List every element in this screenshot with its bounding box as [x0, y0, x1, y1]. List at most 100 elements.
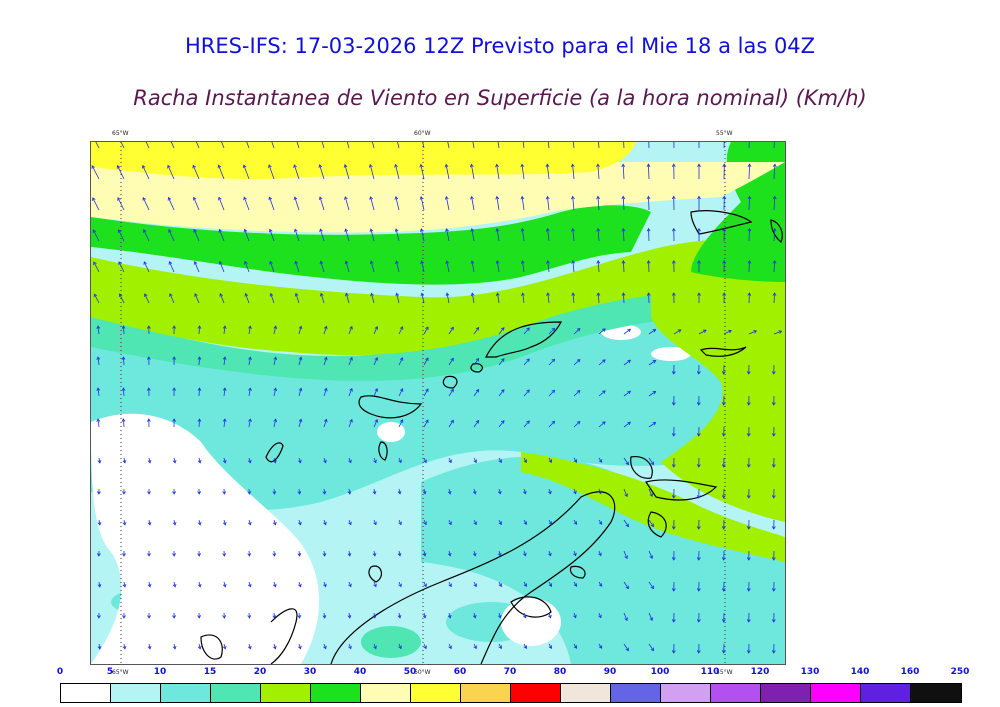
wind-arrow [548, 550, 552, 556]
wind-arrow [118, 229, 125, 242]
wind-arrow [773, 228, 776, 242]
legend-tick-label: 70 [503, 667, 517, 677]
wind-arrow-head [397, 614, 402, 619]
wind-arrow-head [747, 227, 752, 232]
wind-arrow [373, 581, 377, 587]
wind-arrow-head [247, 553, 252, 557]
wind-arrow [198, 581, 201, 587]
wind-arrow [373, 457, 377, 463]
wind-arrow [198, 418, 200, 428]
wind-arrow [270, 293, 275, 304]
wind-arrow-head [495, 260, 500, 264]
wind-arrow-head [721, 588, 726, 592]
wind-arrow [623, 550, 628, 559]
wind-gust-map [90, 141, 786, 665]
wind-arrow-head [671, 195, 676, 200]
wind-arrow-head [696, 371, 701, 375]
wind-arrow-head [523, 552, 527, 557]
wind-arrow [273, 612, 275, 619]
wind-arrow-head [172, 583, 177, 588]
wind-arrow [623, 488, 628, 497]
wind-arrow [623, 612, 628, 621]
wind-arrow-head [168, 261, 173, 265]
wind-arrow-head [348, 521, 352, 526]
field-lime-tongue [521, 452, 785, 562]
wind-arrow [373, 488, 376, 494]
wind-arrow-head [146, 356, 151, 360]
wind-arrow-head [394, 228, 399, 232]
wind-arrow [373, 326, 378, 335]
wind-arrow [548, 643, 552, 649]
field-lime-east [651, 255, 785, 522]
wind-arrow-head [298, 521, 302, 526]
wind-arrow-head [445, 292, 450, 297]
wind-arrow-head [697, 163, 701, 167]
wind-arrow [547, 228, 550, 242]
wind-arrow-head [545, 163, 550, 168]
wind-arrow [198, 325, 200, 335]
wind-arrow [448, 581, 452, 587]
wind-arrow-head [172, 521, 177, 526]
wind-arrow-head [721, 433, 726, 437]
wind-arrow [397, 142, 400, 149]
wind-arrow-head [423, 459, 427, 464]
wind-arrow [298, 388, 302, 397]
wind-arrow [271, 142, 275, 149]
wind-arrow [622, 196, 625, 211]
wind-arrow-head [551, 327, 556, 332]
wind-arrow-head [621, 292, 626, 296]
wind-arrow [219, 261, 225, 273]
wind-arrow-head [573, 645, 578, 649]
wind-arrow [248, 357, 251, 366]
wind-arrow [319, 229, 325, 242]
wind-arrow-head [696, 650, 701, 654]
wind-arrow-head [121, 356, 126, 360]
wind-arrow-head [671, 227, 676, 232]
wind-arrow-head [652, 422, 657, 426]
wind-arrow [398, 612, 401, 618]
wind-arrow-head [398, 583, 402, 588]
wind-arrow [223, 457, 226, 463]
wind-arrow-head [344, 260, 349, 265]
wind-arrow-head [197, 418, 202, 422]
wind-arrow [323, 388, 327, 397]
wind-arrow [470, 164, 475, 180]
wind-arrow-head [247, 521, 252, 526]
wind-arrow [144, 293, 150, 304]
wind-arrow [345, 293, 350, 304]
wind-arrow [648, 422, 656, 428]
wind-arrow [298, 357, 302, 366]
wind-arrow-head [523, 614, 527, 619]
wind-arrow-head [747, 260, 752, 264]
wind-arrow [370, 228, 375, 242]
field-sea-green-belt [91, 281, 785, 381]
wind-arrow-head [545, 227, 550, 232]
wind-arrow [348, 457, 352, 463]
wind-arrow [420, 196, 425, 211]
wind-arrow-head [624, 493, 628, 498]
wind-arrow-head [571, 227, 575, 232]
wind-arrow-head [677, 329, 682, 333]
wind-arrow [598, 142, 600, 149]
wind-arrow-head [448, 583, 452, 588]
wind-arrow-head [147, 645, 152, 650]
wind-arrow-head [746, 433, 751, 437]
wind-arrow [548, 488, 552, 494]
wind-arrow-head [624, 617, 628, 622]
wind-arrow [573, 457, 577, 463]
wind-arrow-head [398, 521, 402, 526]
wind-arrow [344, 164, 350, 180]
wind-arrow-head [526, 389, 530, 394]
wind-arrow [398, 581, 402, 587]
wind-arrow [748, 164, 751, 180]
wind-arrow [598, 457, 603, 463]
wind-arrow [498, 327, 505, 335]
wind-arrow [498, 420, 505, 428]
wind-arrow [221, 142, 225, 149]
field-teal-blob [281, 454, 381, 490]
wind-arrow-head [146, 418, 151, 422]
wind-arrow [423, 643, 427, 649]
wind-arrow-head [298, 387, 303, 392]
wind-arrow [447, 142, 450, 149]
wind-arrow [246, 142, 250, 149]
